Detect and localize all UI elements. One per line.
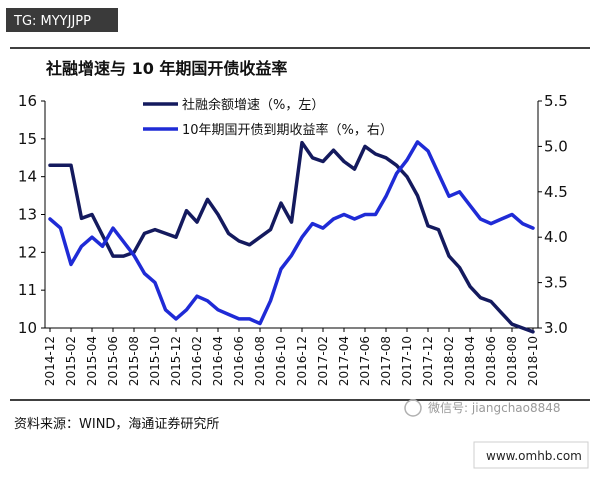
watermark-bottom-box bbox=[473, 441, 589, 469]
legend: 社融余额增速（%，左） 10年期国开债到期收益率（%，右） bbox=[143, 97, 393, 138]
x-tick-label: 2016-08 bbox=[253, 336, 267, 386]
x-tick-label: 2015-06 bbox=[106, 336, 120, 386]
chart-title: 社融增速与 10 年期国开债收益率 bbox=[45, 59, 287, 78]
x-tick-label: 2018-10 bbox=[526, 336, 540, 386]
x-tick-label: 2017-08 bbox=[379, 336, 393, 386]
x-tick-label: 2015-04 bbox=[85, 336, 99, 386]
x-tick-label: 2018-08 bbox=[505, 336, 519, 386]
x-tick-label: 2015-12 bbox=[169, 336, 183, 386]
legend-label-series2: 10年期国开债到期收益率（%，右） bbox=[182, 122, 393, 138]
x-tick-label: 2014-12 bbox=[43, 336, 57, 386]
x-tick-label: 2017-10 bbox=[400, 336, 414, 386]
x-tick-label: 2017-12 bbox=[421, 336, 435, 386]
wechat-icon bbox=[404, 399, 422, 417]
x-tick-label: 2017-04 bbox=[337, 336, 351, 386]
watermark-bottom: www.omhb.com bbox=[486, 449, 582, 463]
left-tick-label: 11 bbox=[18, 281, 37, 299]
x-tick-label: 2015-02 bbox=[64, 336, 78, 386]
right-tick-label: 4.5 bbox=[544, 183, 568, 201]
x-tick-label: 2018-02 bbox=[442, 336, 456, 386]
x-axis-ticks: 2014-12 2015-02 2015-04 2015-06 2015-08 2015-… bbox=[43, 328, 540, 386]
left-tick-label: 15 bbox=[18, 130, 37, 148]
x-tick-label: 2016-12 bbox=[295, 336, 309, 386]
x-tick-label: 2016-02 bbox=[190, 336, 204, 386]
left-tick-label: 16 bbox=[18, 92, 37, 110]
x-tick-label: 2015-10 bbox=[148, 336, 162, 386]
left-tick-label: 14 bbox=[18, 168, 37, 186]
x-tick-label: 2016-06 bbox=[232, 336, 246, 386]
x-tick-label: 2018-04 bbox=[463, 336, 477, 386]
x-tick-label: 2016-04 bbox=[211, 336, 225, 386]
x-tick-label: 2016-10 bbox=[274, 336, 288, 386]
legend-label-series1: 社融余额增速（%，左） bbox=[182, 97, 324, 113]
watermark-top-box bbox=[6, 8, 118, 32]
x-tick-label: 2018-06 bbox=[484, 336, 498, 386]
series-line-1 bbox=[48, 140, 535, 334]
series-line-2 bbox=[48, 140, 535, 326]
right-tick-label: 5.0 bbox=[544, 137, 568, 155]
x-tick-label: 2017-06 bbox=[358, 336, 372, 386]
series bbox=[48, 140, 535, 334]
right-axis-ticks: 3.0 3.5 4.0 4.5 5.0 5.5 bbox=[538, 92, 568, 337]
x-tick-label: 2017-02 bbox=[316, 336, 330, 386]
right-tick-label: 3.0 bbox=[544, 319, 568, 337]
right-tick-label: 4.0 bbox=[544, 228, 568, 246]
left-tick-label: 13 bbox=[18, 206, 37, 224]
left-tick-label: 12 bbox=[18, 243, 37, 261]
watermark-top: TG: MYYJJPP bbox=[13, 14, 91, 29]
x-tick-label: 2015-08 bbox=[127, 336, 141, 386]
wechat-watermark-text: 微信号: jiangchao8848 bbox=[428, 401, 561, 415]
wechat-watermark: 微信号: jiangchao8848 bbox=[404, 399, 561, 417]
left-axis-ticks: 10 11 12 13 14 15 16 bbox=[18, 92, 45, 337]
source-note: 资料来源：WIND，海通证券研究所 bbox=[14, 416, 219, 432]
left-tick-label: 10 bbox=[18, 319, 37, 337]
right-tick-label: 5.5 bbox=[544, 92, 568, 110]
right-tick-label: 3.5 bbox=[544, 274, 568, 292]
